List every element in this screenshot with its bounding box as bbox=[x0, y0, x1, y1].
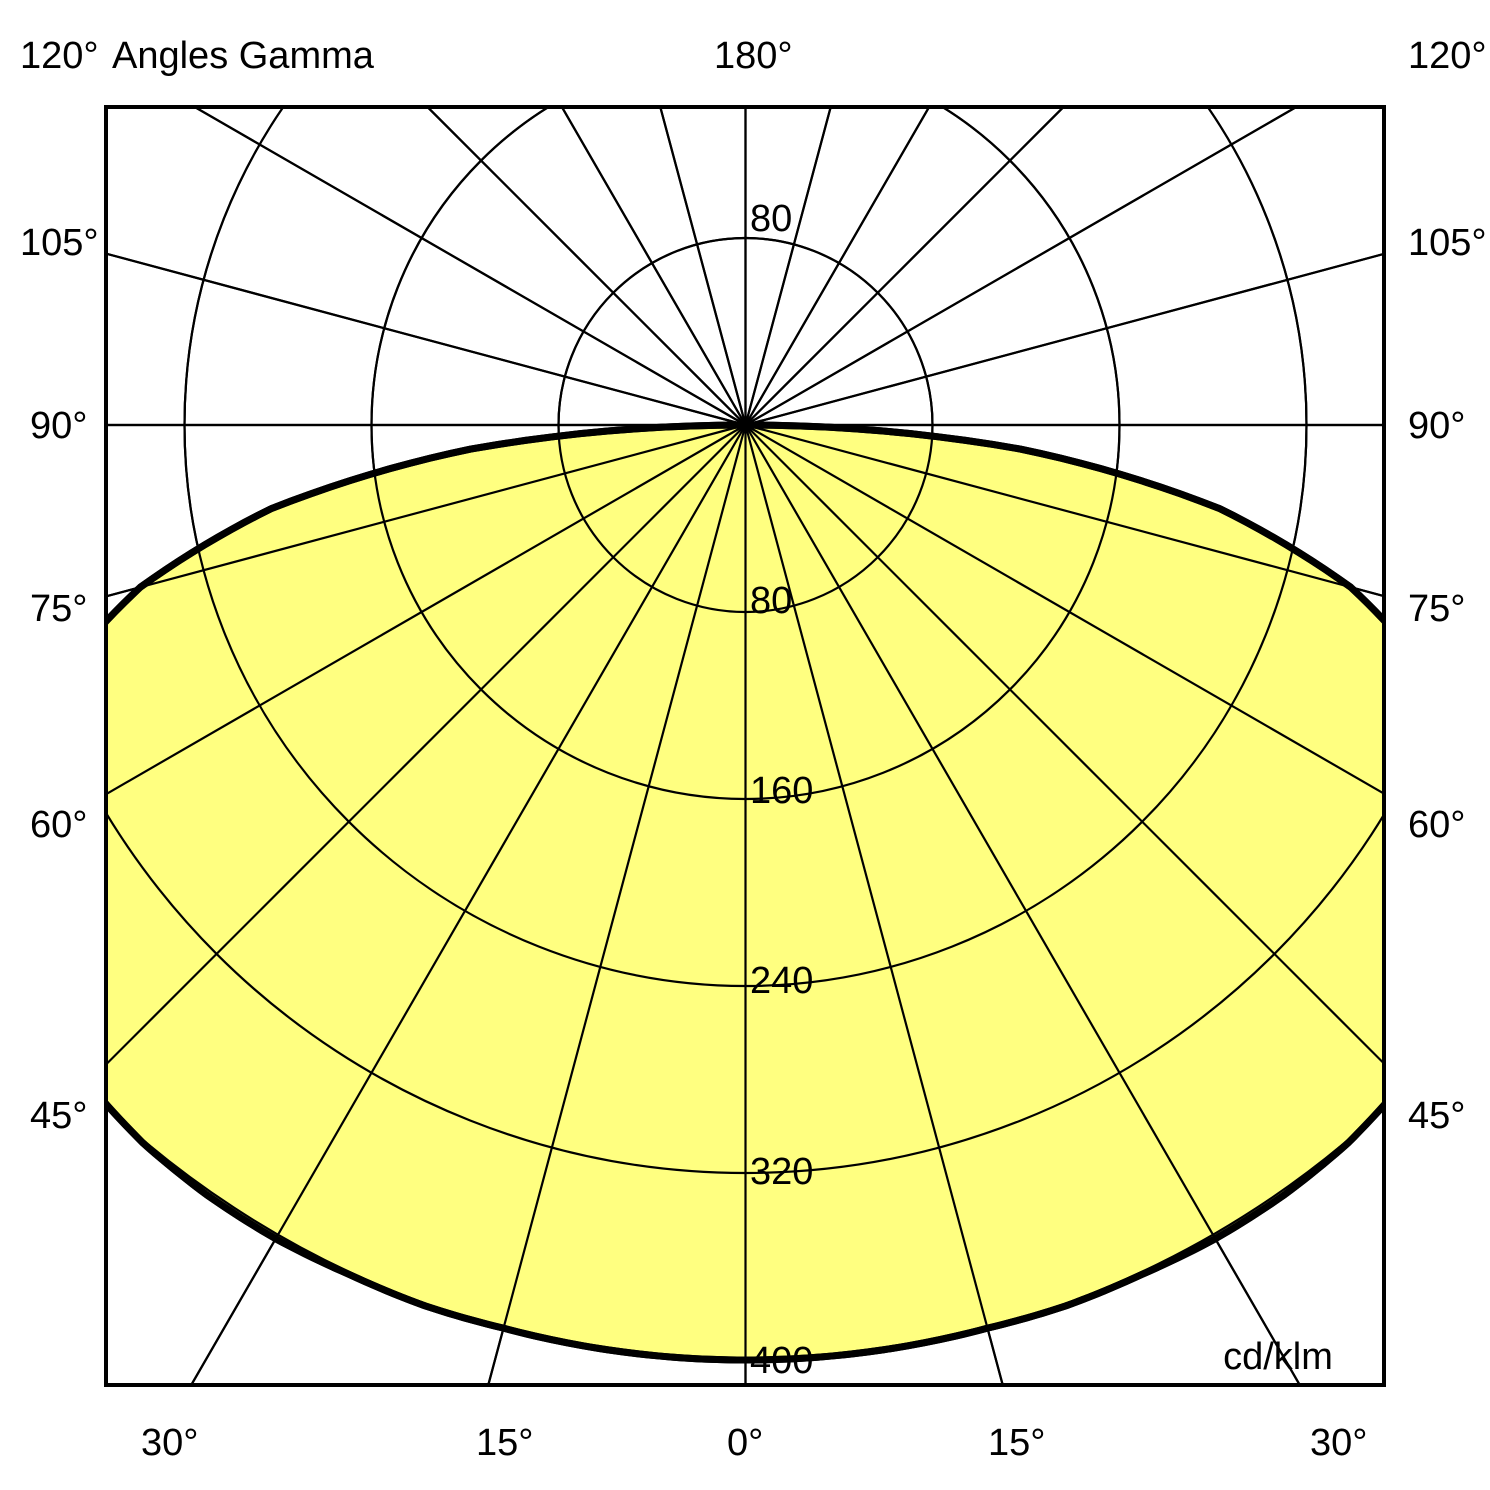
angle-label-left-60: 60° bbox=[30, 804, 88, 846]
angle-label-left-120: 120° bbox=[20, 35, 99, 77]
intensity-curve-outline bbox=[106, 421, 1384, 1364]
angle-label-right-75: 75° bbox=[1408, 588, 1466, 630]
ring-label-160: 160 bbox=[750, 770, 813, 812]
angle-label-left-105: 105° bbox=[20, 222, 99, 264]
angle-label-right-105: 105° bbox=[1408, 222, 1487, 264]
angle-label-bottom-30-right: 30° bbox=[1310, 1422, 1368, 1464]
ring-label-400: 400 bbox=[750, 1340, 813, 1382]
page-title: Angles Gamma bbox=[112, 35, 374, 77]
angle-label-top-180: 180° bbox=[714, 35, 793, 77]
angle-label-bottom-0: 0° bbox=[727, 1422, 764, 1464]
angle-label-left-45: 45° bbox=[30, 1095, 88, 1137]
plot-frame bbox=[104, 105, 1386, 1387]
ring-label-80-top: 80 bbox=[750, 198, 792, 240]
angle-label-left-75: 75° bbox=[30, 588, 88, 630]
angle-label-bottom-15-right: 15° bbox=[988, 1422, 1046, 1464]
ring-label-240: 240 bbox=[750, 960, 813, 1002]
angle-label-right-120: 120° bbox=[1408, 35, 1487, 77]
angle-label-right-60: 60° bbox=[1408, 804, 1466, 846]
angle-label-bottom-15-left: 15° bbox=[476, 1422, 534, 1464]
angle-label-bottom-30-left: 30° bbox=[141, 1422, 199, 1464]
angle-label-right-45: 45° bbox=[1408, 1095, 1466, 1137]
ring-label-320: 320 bbox=[750, 1151, 813, 1193]
unit-label: cd/klm bbox=[1223, 1336, 1333, 1378]
angle-label-left-90: 90° bbox=[30, 405, 88, 447]
ring-label-80: 80 bbox=[750, 580, 792, 622]
angle-label-right-90: 90° bbox=[1408, 405, 1466, 447]
